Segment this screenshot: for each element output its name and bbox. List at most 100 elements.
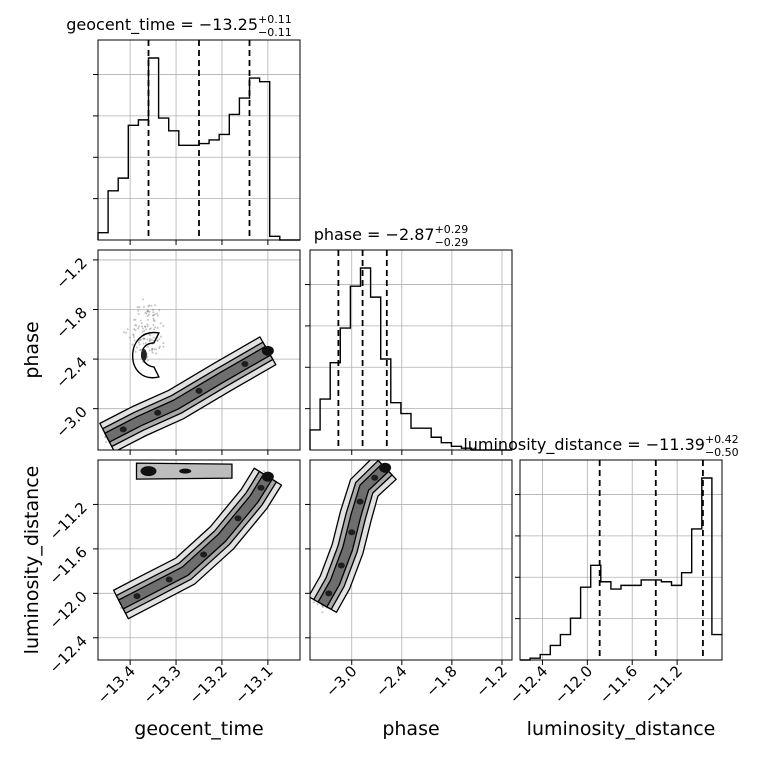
scatter-point <box>321 611 324 614</box>
contour-core <box>379 462 392 473</box>
scatter-point <box>133 318 136 321</box>
scatter-point <box>134 329 137 332</box>
scatter-point <box>145 328 148 331</box>
contour-core <box>165 576 173 583</box>
scatter-point <box>122 331 125 334</box>
scatter-point <box>162 345 165 348</box>
scatter-content <box>310 460 397 614</box>
scatter-point <box>147 305 150 308</box>
histogram-step <box>309 267 512 451</box>
scatter-point <box>148 349 151 352</box>
y-tick-label: −2.4 <box>52 353 90 391</box>
scatter-point <box>146 323 149 326</box>
y-tick-label: −1.8 <box>52 304 90 342</box>
scatter-point <box>156 340 159 343</box>
scatter-point <box>149 327 152 330</box>
scatter-point <box>146 345 149 348</box>
scatter-point <box>159 335 162 338</box>
scatter-point <box>151 351 154 354</box>
x-tick-label: −2.4 <box>372 662 410 700</box>
x-tick-label: −3.0 <box>322 662 360 700</box>
scatter-point <box>316 603 319 606</box>
panel-frame <box>309 459 513 661</box>
scatter-point <box>153 328 156 331</box>
scatter-point <box>143 329 146 332</box>
scatter-point <box>151 347 154 350</box>
hist-title: luminosity_distance = −11.39+0.42 <box>463 433 738 455</box>
scatter-point <box>137 327 140 330</box>
panel-frame <box>309 249 513 451</box>
scatter-point <box>141 298 144 301</box>
scatter-point <box>141 330 144 333</box>
scatter-panel-geocent_time-vs-phase <box>93 249 301 455</box>
contour-core <box>119 426 127 433</box>
contour-core <box>200 551 208 558</box>
scatter-point <box>140 322 143 325</box>
scatter-point <box>148 339 151 342</box>
x-tick-label: −13.3 <box>140 662 185 707</box>
contour-core <box>179 468 192 474</box>
hist-title: geocent_time = −13.25+0.11 <box>66 13 292 35</box>
scatter-point <box>138 325 141 328</box>
x-tick-label: −13.4 <box>94 662 139 707</box>
scatter-point <box>153 319 156 322</box>
scatter-point <box>148 328 151 331</box>
scatter-point <box>158 347 161 350</box>
title-label: phase = −2.87 <box>314 225 435 244</box>
scatter-point <box>134 323 137 326</box>
scatter-point <box>155 312 158 315</box>
contour-line <box>104 345 272 443</box>
hist-panel-geocent_time: geocent_time = −13.25+0.11−0.11 <box>66 13 301 245</box>
scatter-point <box>125 331 128 334</box>
scatter-point <box>321 606 324 609</box>
scatter-point <box>144 311 147 314</box>
scatter-point <box>142 337 145 340</box>
scatter-point <box>146 359 149 362</box>
scatter-point <box>145 312 148 315</box>
x-tick-label: −11.6 <box>596 662 641 707</box>
contour-core <box>195 387 203 394</box>
scatter-point <box>134 350 137 353</box>
panel-frame <box>97 249 301 451</box>
scatter-point <box>142 342 145 345</box>
scatter-point <box>312 601 315 604</box>
scatter-point <box>147 318 150 321</box>
scatter-point <box>146 325 149 328</box>
title-plus: +0.11 <box>258 13 292 26</box>
scatter-point <box>159 322 162 325</box>
y-tick-label: −1.2 <box>52 254 90 292</box>
x-tick-label: −11.2 <box>641 662 686 707</box>
title-plus: +0.42 <box>705 433 739 446</box>
scatter-point <box>135 346 138 349</box>
x-tick-label: −12.4 <box>506 662 551 707</box>
contour-core <box>348 529 356 536</box>
scatter-point <box>158 345 161 348</box>
scatter-point <box>139 339 142 342</box>
scatter-point <box>162 342 165 345</box>
y-tick-label: −3.0 <box>52 403 90 441</box>
scatter-point <box>142 338 145 341</box>
scatter-point <box>152 336 155 339</box>
scatter-point <box>148 340 151 343</box>
x-tick-label: −13.2 <box>186 662 231 707</box>
scatter-point <box>132 334 135 337</box>
scatter-point <box>153 313 156 316</box>
scatter-point <box>144 341 147 344</box>
scatter-point <box>119 607 122 610</box>
panel-frame <box>519 459 723 661</box>
title-minus: −0.50 <box>705 446 739 459</box>
scatter-point <box>152 311 155 314</box>
title-minus: −0.29 <box>435 236 469 249</box>
scatter-point <box>140 325 143 328</box>
x-axis-label: geocent_time <box>134 718 263 740</box>
scatter-point <box>140 348 143 351</box>
scatter-point <box>138 349 141 352</box>
title-label: geocent_time = −13.25 <box>66 15 258 35</box>
scatter-point <box>156 339 159 342</box>
x-axis-label: luminosity_distance <box>527 718 716 740</box>
scatter-point <box>153 348 156 351</box>
panel-frame <box>97 459 301 661</box>
scatter-point <box>156 314 159 317</box>
y-tick-label: −11.2 <box>46 499 91 544</box>
scatter-content <box>112 462 283 620</box>
